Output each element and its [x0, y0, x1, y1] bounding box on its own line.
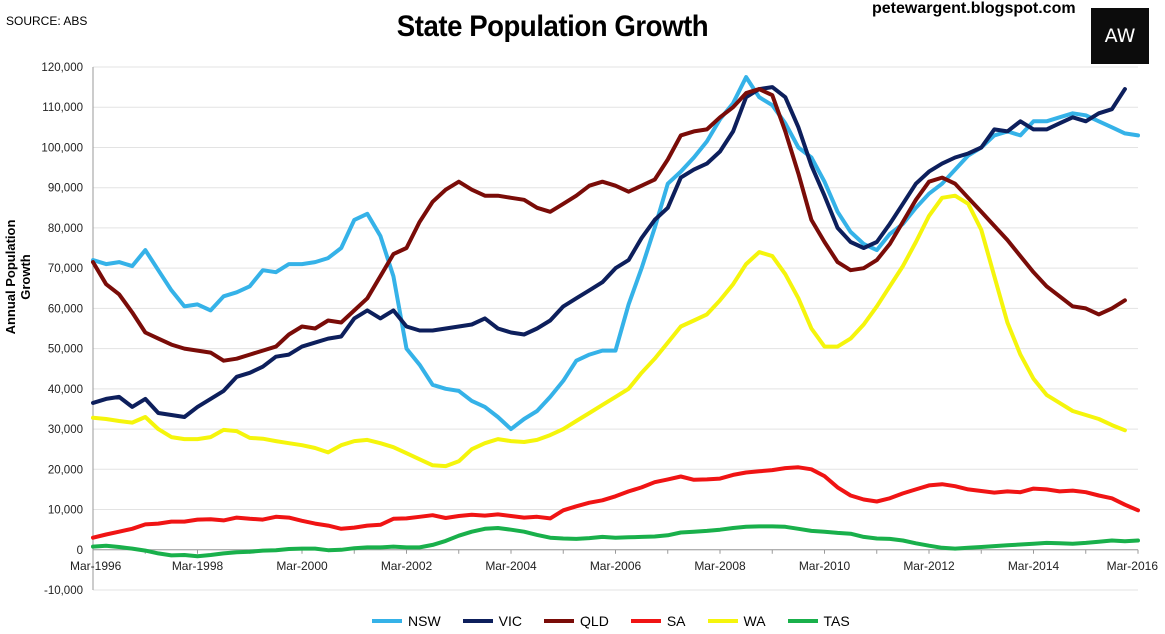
legend-label-sa: SA — [666, 613, 686, 629]
legend-item-qld: QLD — [544, 613, 609, 629]
y-tick-label: 90,000 — [48, 183, 83, 195]
x-tick-label: Mar-2012 — [903, 559, 955, 573]
legend-label-vic: VIC — [498, 613, 523, 629]
legend-swatch-qld — [544, 619, 575, 623]
x-tick-label: Mar-2008 — [694, 559, 746, 573]
y-axis-label: Annual Population Growth — [3, 219, 33, 335]
legend-swatch-sa — [630, 619, 661, 623]
legend-swatch-vic — [462, 619, 493, 623]
y-tick-label: 110,000 — [42, 102, 83, 114]
y-tick-label: 60,000 — [48, 303, 83, 315]
y-tick-label: 70,000 — [48, 263, 83, 275]
y-tick-label: 120,000 — [41, 62, 83, 74]
x-tick-label: Mar-2010 — [799, 559, 851, 573]
x-tick-label: Mar-2014 — [1008, 559, 1060, 573]
x-tick-label: Mar-2006 — [590, 559, 642, 573]
blog-url: petewargent.blogspot.com — [872, 0, 1076, 17]
y-tick-label: 0 — [77, 545, 83, 557]
y-tick-label: 80,000 — [48, 223, 83, 235]
series-line-vic — [91, 85, 1127, 419]
series-lines — [91, 75, 1140, 559]
legend-item-nsw: NSW — [372, 613, 441, 629]
legend-label-tas: TAS — [823, 613, 850, 629]
legend-label-wa: WA — [743, 613, 766, 629]
logo-text: AW — [1104, 25, 1136, 47]
x-tick-label: Mar-2000 — [276, 559, 328, 573]
legend-label-qld: QLD — [580, 613, 609, 629]
gridlines — [93, 66, 1138, 591]
x-tick-label: Mar-1996 — [70, 559, 122, 573]
legend-item-tas: TAS — [787, 613, 850, 629]
y-tick-label: 10,000 — [48, 505, 83, 517]
aw-logo: AW — [1091, 8, 1149, 64]
series-line-tas — [91, 524, 1140, 559]
legend-swatch-nsw — [372, 619, 402, 623]
legend-item-sa: SA — [630, 613, 686, 629]
y-tick-label: 100,000 — [41, 142, 83, 154]
y-tick-label: 40,000 — [48, 384, 83, 396]
series-line-sa — [91, 465, 1140, 540]
y-tick-label: -10,000 — [44, 585, 83, 597]
y-tick-labels: -10,000 0 10,000 20,000 30,000 40,000 50,000 60… — [41, 62, 83, 597]
x-tick-label: Mar-1998 — [172, 559, 224, 573]
source-label: SOURCE: ABS — [6, 14, 88, 28]
y-tick-label: 30,000 — [48, 424, 83, 436]
series-line-nsw — [91, 75, 1140, 432]
x-tick-label: Mar-2016 — [1107, 559, 1159, 573]
legend-swatch-wa — [707, 619, 738, 623]
x-tick-label: Mar-2002 — [381, 559, 433, 573]
y-tick-label: 50,000 — [48, 344, 83, 356]
legend-item-wa: WA — [707, 613, 766, 629]
series-line-qld — [91, 87, 1127, 363]
series-line-wa — [91, 193, 1127, 469]
x-tick-label: Mar-2004 — [485, 559, 537, 573]
chart-title: State Population Growth — [396, 10, 709, 43]
legend-item-vic: VIC — [462, 613, 523, 629]
legend: NSW VIC QLD SA WA TAS — [372, 612, 872, 630]
legend-label-nsw: NSW — [408, 613, 441, 629]
legend-swatch-tas — [787, 619, 818, 623]
x-tick-labels: Mar-1996 Mar-1998 Mar-2000 Mar-2002 Mar-2004… — [70, 559, 1158, 573]
y-tick-label: 20,000 — [48, 464, 83, 476]
